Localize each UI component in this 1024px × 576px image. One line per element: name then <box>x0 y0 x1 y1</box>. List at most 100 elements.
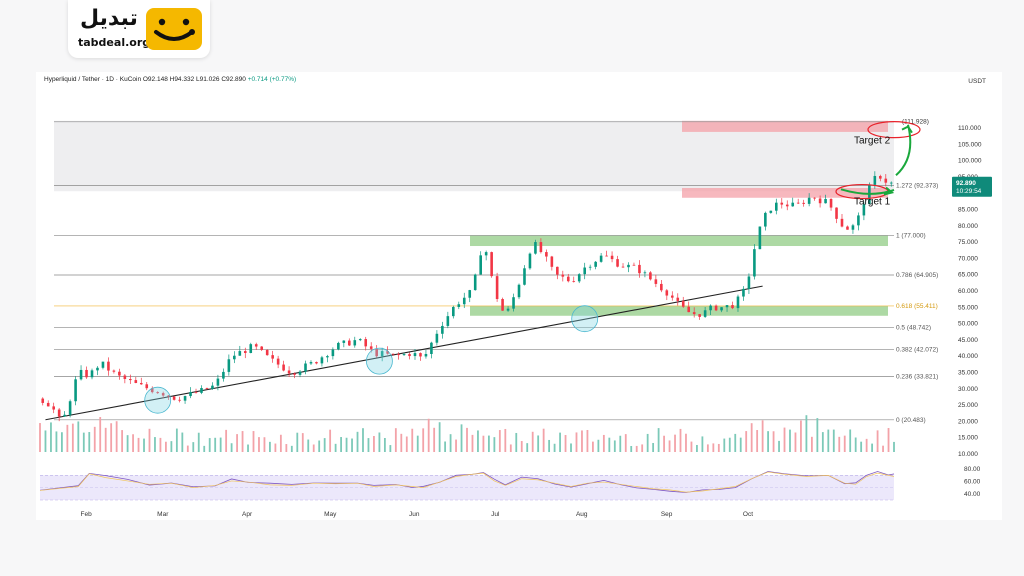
candle-body <box>468 290 472 298</box>
candle-body <box>304 363 307 372</box>
candle-body <box>577 274 581 282</box>
candle-body <box>649 272 652 280</box>
trendline-touch-circle-1 <box>366 347 393 375</box>
volume-bar <box>843 435 846 452</box>
volume-bar <box>88 432 91 452</box>
volume-bar <box>559 432 561 452</box>
volume-bar <box>477 430 479 452</box>
fib-label-7: 0 (20.483) <box>896 417 926 424</box>
price-tick-6: 80.000 <box>958 223 978 230</box>
candle-body <box>413 353 417 357</box>
volume-bar <box>236 434 238 452</box>
volume-bar <box>690 441 693 452</box>
volume-bar <box>208 438 211 452</box>
candle-body <box>331 349 335 357</box>
candle-body <box>139 382 143 385</box>
volume-bar <box>526 443 529 452</box>
price-chart[interactable]: (111.928) 1.272 (92.373) 1 (77.000) 0.786 (… <box>36 72 1002 520</box>
candle-body <box>638 264 641 274</box>
candle-body <box>484 252 488 256</box>
volume-bar <box>871 443 874 452</box>
volume-bar <box>197 432 200 452</box>
ohlc-low: L91.026 <box>196 76 220 83</box>
x-axis-label-mar: Mar <box>157 511 169 518</box>
price-tick-17: 25.000 <box>958 402 978 409</box>
candle-body <box>802 202 805 204</box>
volume-bar <box>329 429 332 452</box>
candle-body <box>775 202 778 211</box>
candle-body <box>605 255 608 257</box>
candle-body <box>375 348 378 357</box>
candle-body <box>566 276 570 282</box>
volume-bar <box>608 437 611 452</box>
volume-bar <box>717 443 720 452</box>
candle-body <box>824 198 827 204</box>
volume-bar <box>685 433 687 452</box>
trading-chart-panel[interactable]: Hyperliquid / Tether · 1D · KuCoin O92.1… <box>36 72 1002 520</box>
volume-bar <box>767 431 769 452</box>
candle-body <box>523 268 526 285</box>
candle-body <box>807 197 811 204</box>
target-range-shade <box>54 120 894 192</box>
candle-body <box>205 388 209 389</box>
candle-body <box>134 380 138 383</box>
candle-body <box>490 252 493 277</box>
fib-label-6: 0.236 (33.821) <box>896 373 938 380</box>
volume-bar <box>887 428 890 452</box>
candle-body <box>665 290 669 296</box>
volume-bar <box>597 439 600 452</box>
volume-bar <box>378 432 381 452</box>
volume-bar <box>728 437 731 452</box>
volume-bar <box>838 436 841 452</box>
current-price-badge <box>952 176 992 197</box>
candle-body <box>780 202 784 205</box>
fib-label-1: 1 (77.000) <box>896 233 926 240</box>
candle-body <box>287 370 291 374</box>
candle-body <box>101 361 105 368</box>
zone-support-3 <box>470 305 888 316</box>
volume-bar <box>269 441 271 452</box>
logo-arabic-text: تبدیل <box>80 6 138 31</box>
candle-body <box>758 226 762 250</box>
candle-body <box>167 395 170 397</box>
candle-body <box>249 344 253 353</box>
volume-bar <box>657 428 660 452</box>
candle-body <box>796 202 800 204</box>
volume-bar <box>734 433 737 452</box>
volume-bar <box>115 421 118 452</box>
candle-body <box>818 198 822 204</box>
volume-bar <box>290 445 293 452</box>
candle-body <box>391 353 395 355</box>
volume-bar <box>570 443 572 452</box>
candle-body <box>452 306 455 317</box>
candle-body <box>161 393 165 396</box>
volume-bar <box>641 444 644 452</box>
volume-bar <box>849 429 852 452</box>
candle-body <box>315 362 318 364</box>
price-tick-12: 50.000 <box>958 321 978 328</box>
volume-bar <box>323 438 326 452</box>
volume-bar <box>121 430 124 452</box>
volume-bar <box>279 434 282 452</box>
candle-body <box>621 266 625 268</box>
volume-bar <box>701 436 704 452</box>
candle-body <box>753 249 756 277</box>
volume-bar <box>137 437 140 452</box>
fib-label-0: 1.272 (92.373) <box>896 182 938 189</box>
candle-body <box>233 355 236 360</box>
candle-body <box>495 276 499 300</box>
volume-bar <box>482 435 485 452</box>
candle-body <box>561 274 565 277</box>
volume-bar <box>219 437 222 452</box>
volume-bar <box>602 434 605 452</box>
volume-bar <box>772 431 775 452</box>
volume-bar <box>433 427 436 452</box>
volume-bar <box>592 441 594 452</box>
candle-body <box>46 402 50 407</box>
candle-body <box>501 299 504 311</box>
candle-body <box>594 261 597 267</box>
candle-body <box>79 369 83 380</box>
candle-body <box>473 274 477 291</box>
volume-bar <box>225 429 228 452</box>
volume-bar <box>373 436 375 452</box>
